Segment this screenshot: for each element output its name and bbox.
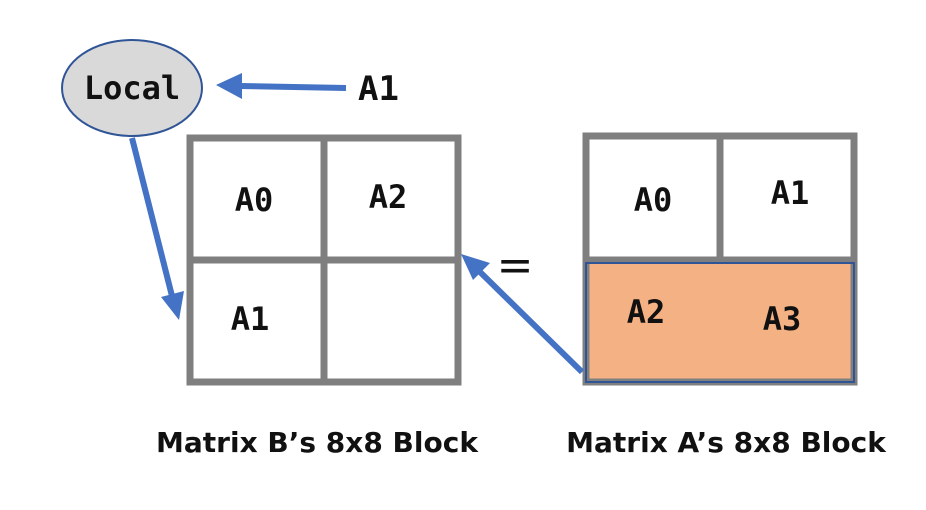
matrix-a-caption: Matrix A’s 8x8 Block [566, 426, 887, 459]
local-ellipse [61, 39, 203, 137]
matrix-a-cell-bottom-right: A3 [763, 300, 802, 338]
arrow-matrix-a-to-matrix-b [461, 254, 585, 375]
matrix-a-cell-bottom-left: A2 [627, 293, 666, 331]
matrix-a-cell-top-left: A0 [634, 181, 673, 219]
local-node: Local [61, 39, 203, 137]
incoming-label: A1 [358, 69, 399, 109]
matrix-a-cell-top-right: A1 [771, 174, 810, 212]
matrix-b-cell-bottom-left: A1 [231, 300, 270, 338]
matrix-b-cell-top-left: A0 [235, 181, 274, 219]
matrix-a-highlight [586, 263, 854, 382]
matrix-a-block: A0 A1 A2 A3 [582, 132, 858, 386]
matrix-a-highlight-border [585, 262, 855, 383]
matrix-b-caption: Matrix B’s 8x8 Block [156, 426, 479, 459]
arrow-incoming-to-local [216, 73, 347, 99]
arrow-local-to-matrix-b [129, 137, 184, 320]
equals-sign: = [497, 240, 534, 291]
local-label: Local [84, 69, 180, 107]
matrix-b-block: A0 A2 A1 [186, 134, 462, 386]
matrix-b-cell-top-right: A2 [369, 178, 408, 216]
